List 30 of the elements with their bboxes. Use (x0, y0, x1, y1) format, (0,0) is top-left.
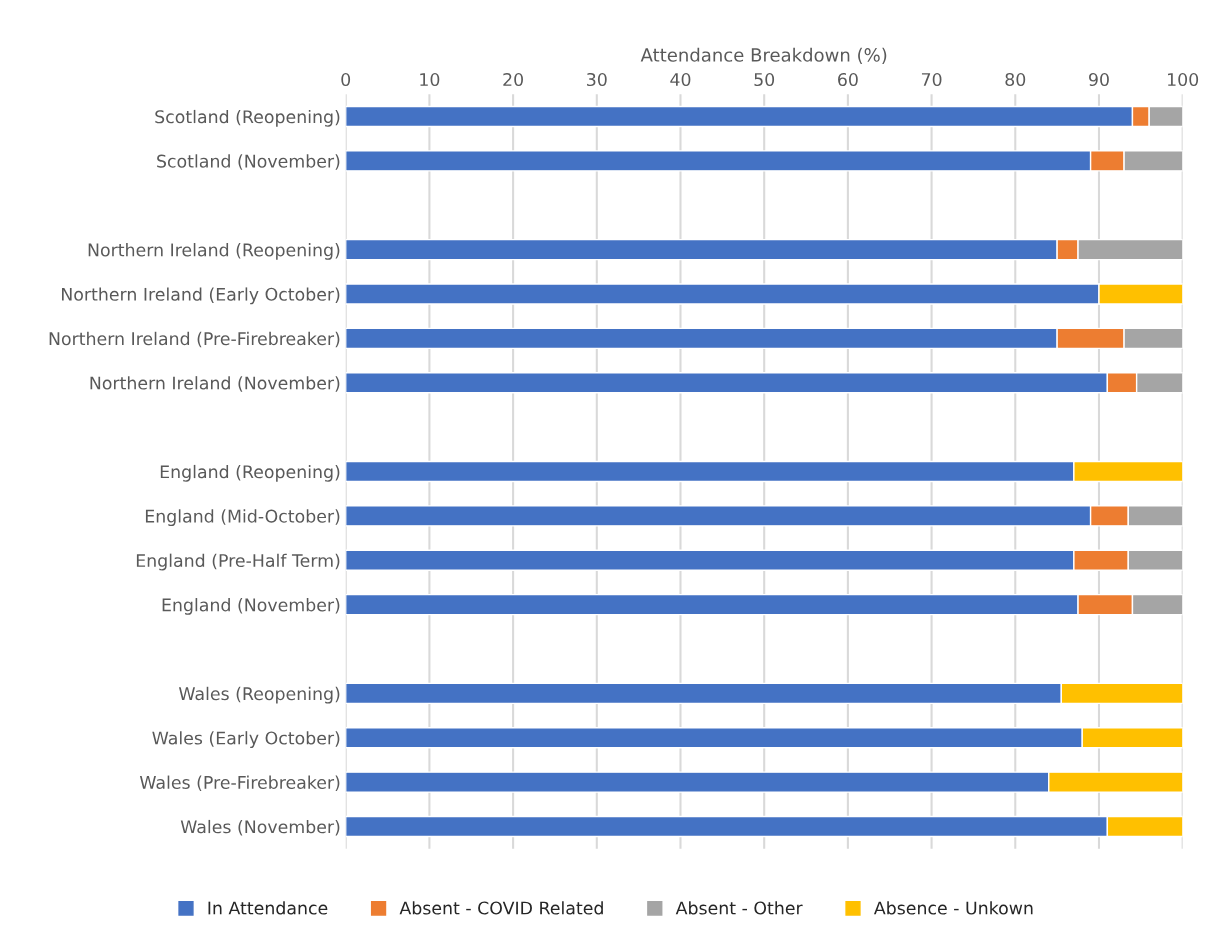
x-tick-label: 30 (587, 72, 607, 87)
x-tick-label: 0 (341, 72, 351, 87)
x-tick-label: 100 (1168, 72, 1199, 87)
legend-label: Absent - COVID Related (399, 901, 603, 915)
legend-label: Absent - Other (675, 901, 803, 915)
y-tick-label: England (November) (162, 598, 340, 615)
x-tick-label: 20 (503, 72, 523, 87)
y-tick-label: England (Pre-Half Term) (136, 553, 340, 571)
x-axis-title: Attendance Breakdown (%) (640, 47, 887, 64)
y-tick-label: Wales (Pre-Firebreaker) (139, 775, 340, 792)
y-tick-label: England (Reopening) (160, 464, 340, 482)
y-tick-label: England (Mid-October) (145, 509, 340, 527)
y-tick-label: Wales (November) (180, 819, 340, 836)
x-tick-label: 90 (1089, 72, 1109, 87)
y-tick-label: Wales (Early October) (152, 731, 340, 748)
y-tick-label: Northern Ireland (November) (90, 376, 340, 392)
x-tick-label: 40 (670, 72, 691, 87)
y-tick-label: Northern Ireland (Early October) (62, 287, 340, 305)
y-tick-label: Scotland (November) (157, 154, 340, 170)
y-tick-label: Northern Ireland (Reopening) (88, 243, 340, 260)
x-tick-label: 70 (921, 72, 942, 87)
legend-label: In Attendance (208, 901, 328, 915)
x-tick-label: 10 (420, 72, 440, 87)
x-tick-label: 80 (1005, 72, 1026, 87)
y-tick-label: Wales (Reopening) (178, 686, 340, 704)
x-tick-label: 60 (838, 72, 858, 87)
x-tick-label: 50 (754, 72, 775, 87)
legend-label: Absence - Unkown (873, 901, 1033, 915)
y-tick-label: Northern Ireland (Pre-Firebreaker) (49, 331, 340, 348)
y-tick-label: Scotland (Reopening) (155, 109, 340, 127)
